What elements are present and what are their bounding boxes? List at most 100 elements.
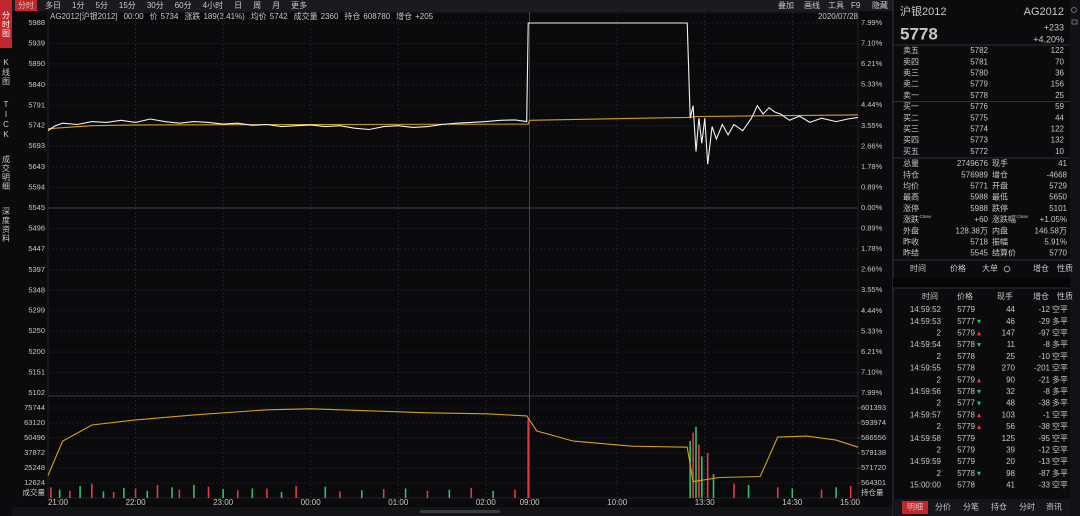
trade-oi: -38 bbox=[1038, 399, 1050, 408]
bottom-tab[interactable]: 分笔 bbox=[963, 502, 979, 512]
trade-price: 5778 bbox=[957, 387, 975, 396]
y-tick-label: 75744 bbox=[24, 403, 45, 412]
trade-volume: 39 bbox=[1006, 446, 1015, 455]
volume-bar bbox=[146, 490, 149, 498]
period-tab[interactable]: 30分 bbox=[147, 1, 164, 10]
trade-nature: 空平 bbox=[1052, 433, 1068, 443]
book-label: 买二 bbox=[903, 113, 919, 122]
stat-label: 涨跌幅 bbox=[992, 214, 1016, 224]
y2-tick-label: 2.66% bbox=[861, 141, 883, 150]
book-price: 5782 bbox=[970, 46, 988, 55]
icon[interactable] bbox=[1071, 19, 1078, 25]
volume-bar bbox=[747, 484, 750, 498]
trade-price: 5779 bbox=[957, 434, 975, 443]
stat-label: 跌停 bbox=[992, 203, 1008, 213]
trade-price: 5779 bbox=[957, 422, 975, 431]
period-tab[interactable]: 1分 bbox=[72, 1, 84, 10]
stat-label: 总量 bbox=[903, 158, 919, 168]
trade-volume: 90 bbox=[1006, 375, 1015, 384]
period-tab[interactable]: 月 bbox=[272, 1, 280, 10]
info-item: 增仓 bbox=[396, 11, 412, 21]
list-tab[interactable]: 性质 bbox=[1057, 263, 1073, 273]
list-tab[interactable]: 价格 bbox=[950, 263, 966, 273]
bottom-tab[interactable]: 资讯 bbox=[1046, 502, 1062, 512]
trade-nature: 空平 bbox=[1052, 456, 1068, 466]
trade-header: 现手 bbox=[997, 291, 1013, 301]
price-line bbox=[47, 22, 859, 165]
stat-value: 5988 bbox=[970, 204, 988, 213]
y-tick-label: 5939 bbox=[28, 38, 45, 47]
stat-value: 5718 bbox=[970, 238, 988, 247]
bottom-tab[interactable]: 持仓 bbox=[991, 502, 1007, 512]
active-tab bbox=[15, 0, 37, 11]
period-tab[interactable]: 多日 bbox=[45, 0, 61, 10]
volume-bar bbox=[112, 492, 115, 498]
period-tab[interactable]: 4小时 bbox=[203, 0, 223, 10]
book-volume: 122 bbox=[1051, 125, 1065, 134]
y2-tick-label: 601393 bbox=[861, 403, 886, 412]
trade-price: 5779 bbox=[957, 446, 975, 455]
tool-button[interactable]: 工具 bbox=[828, 1, 844, 10]
trade-time: 2 bbox=[937, 375, 942, 384]
trade-time: 14:59:53 bbox=[910, 317, 942, 326]
period-tab[interactable]: 15分 bbox=[119, 1, 136, 10]
period-tab[interactable]: 5分 bbox=[95, 1, 107, 10]
side-tab[interactable]: 分时图 bbox=[0, 0, 12, 48]
period-tab[interactable]: 60分 bbox=[175, 1, 192, 10]
list-tab[interactable]: 大单 bbox=[982, 263, 998, 273]
trade-oi: -8 bbox=[1043, 387, 1051, 396]
y2-tick-label: 3.55% bbox=[861, 285, 883, 294]
trade-nature: 多平 bbox=[1052, 468, 1068, 478]
gap bbox=[893, 278, 1070, 288]
trade-oi: -1 bbox=[1043, 410, 1051, 419]
volume-bar bbox=[193, 484, 195, 498]
book-volume: 44 bbox=[1055, 113, 1064, 122]
volume-bar bbox=[382, 489, 385, 498]
volume-bar bbox=[178, 489, 181, 498]
y2-tick-label: 579138 bbox=[861, 448, 886, 457]
trade-price: 5777 bbox=[957, 317, 975, 326]
period-tab[interactable]: 分时 bbox=[18, 0, 34, 10]
tool-button[interactable]: F9 bbox=[851, 1, 861, 10]
right-scrollbar[interactable] bbox=[1070, 0, 1080, 516]
trade-time: 2 bbox=[937, 422, 942, 431]
book-label: 卖二 bbox=[903, 80, 919, 89]
volume-bar bbox=[426, 490, 429, 498]
period-tab[interactable]: 日 bbox=[234, 1, 242, 10]
tool-button[interactable]: 隐藏 bbox=[872, 0, 888, 10]
volume-bar bbox=[360, 490, 363, 498]
trade-oi: -95 bbox=[1038, 434, 1050, 443]
list-tab[interactable]: 增仓 bbox=[1033, 263, 1049, 273]
side-tab[interactable]: TICK bbox=[1, 100, 11, 140]
trade-nature: 多平 bbox=[1052, 398, 1068, 408]
side-tab[interactable]: 成交明细 bbox=[1, 155, 11, 191]
side-tab[interactable]: K线图 bbox=[1, 58, 11, 86]
period-tab[interactable]: 更多 bbox=[291, 0, 307, 10]
volume-bar bbox=[280, 492, 283, 498]
volume-bar bbox=[527, 419, 529, 498]
volume-bar bbox=[849, 486, 852, 498]
side-tab[interactable]: 深度资料 bbox=[1, 207, 11, 243]
info-item: 2360 bbox=[321, 12, 339, 21]
trade-volume: 46 bbox=[1006, 317, 1015, 326]
trade-time: 14:59:55 bbox=[910, 364, 942, 373]
volume-bar bbox=[236, 490, 239, 498]
scroll-thumb[interactable] bbox=[420, 510, 500, 513]
book-label: 卖三 bbox=[903, 69, 919, 78]
list-tab[interactable]: 时间 bbox=[910, 263, 926, 273]
bottom-tab[interactable]: 分时 bbox=[1019, 502, 1035, 512]
period-tab[interactable]: 周 bbox=[253, 1, 261, 10]
info-item: AG2012[沪银2012] bbox=[50, 11, 118, 21]
trade-arrow bbox=[977, 378, 981, 383]
bottom-tab[interactable]: 明细 bbox=[907, 502, 923, 512]
icon[interactable] bbox=[1071, 7, 1077, 13]
tool-button[interactable]: 画线 bbox=[804, 0, 820, 10]
info-item: 5734 bbox=[161, 12, 179, 21]
trade-nature: 多平 bbox=[1052, 374, 1068, 384]
trade-time: 14:59:54 bbox=[910, 340, 942, 349]
settings-icon[interactable] bbox=[1003, 265, 1011, 273]
book-label: 卖一 bbox=[903, 91, 919, 100]
volume-bar bbox=[90, 483, 93, 498]
bottom-tab[interactable]: 分价 bbox=[935, 503, 951, 512]
tool-button[interactable]: 叠加 bbox=[778, 0, 794, 10]
